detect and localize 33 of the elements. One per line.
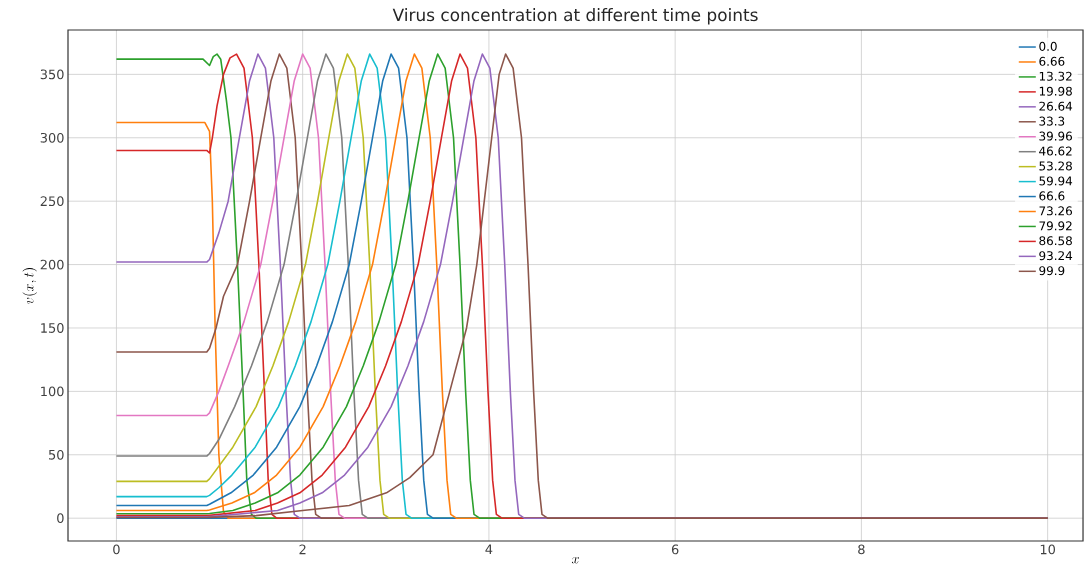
legend-label: 39.96 [1039, 131, 1073, 141]
legend-label: 93.24 [1039, 251, 1073, 261]
chart-title: Virus concentration at different time points [392, 8, 758, 25]
legend-label: 73.26 [1039, 206, 1073, 216]
legend-label: 19.98 [1039, 86, 1072, 96]
y-tick-label: 350 [40, 69, 64, 80]
x-tick-label: 0 [113, 544, 120, 555]
legend-label: 33.3 [1039, 116, 1065, 126]
legend-label: 66.6 [1039, 191, 1065, 201]
legend-label: 13.32 [1039, 71, 1072, 81]
y-tick-label: 150 [41, 323, 64, 333]
y-tick-label: 50 [49, 449, 64, 460]
x-tick-label: 2 [299, 544, 306, 555]
legend-label: 26.64 [1039, 101, 1073, 111]
y-tick-label: 0 [57, 513, 64, 524]
legend-label: 46.62 [1039, 146, 1072, 156]
x-tick-label: 6 [671, 544, 679, 555]
legend-label: 6.66 [1039, 56, 1065, 66]
x-tick-label: 8 [858, 544, 865, 555]
y-axis-title: $v(x, t)$ [22, 268, 37, 304]
legend-label: 79.92 [1039, 221, 1072, 231]
legend-label: 0.0 [1039, 41, 1057, 51]
y-tick-label: 300 [40, 132, 64, 143]
x-tick-label: 4 [485, 544, 493, 554]
legend-label: 99.9 [1039, 266, 1065, 276]
legend-label: 53.28 [1039, 161, 1072, 171]
x-axis-title: $x$ [571, 557, 579, 564]
y-tick-label: 100 [41, 386, 64, 397]
y-tick-label: 200 [40, 259, 64, 270]
x-tick-label: 10 [1040, 544, 1056, 555]
legend-label: 59.94 [1039, 176, 1073, 186]
y-tick-label: 250 [40, 196, 64, 207]
legend-label: 86.58 [1039, 236, 1072, 246]
